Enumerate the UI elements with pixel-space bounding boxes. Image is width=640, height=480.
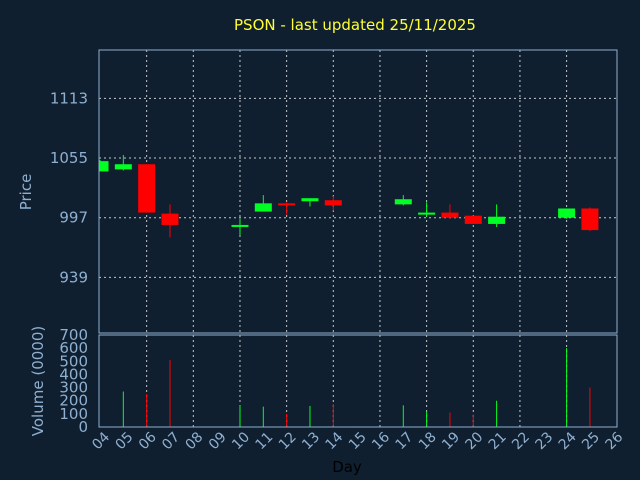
volume-tick-label: 100 [59,405,88,423]
candle-body [161,213,179,225]
candle-body [324,200,342,206]
volume-tick-label: 400 [59,365,88,383]
x-tick-label: 18 [416,429,440,453]
volume-tick-label: 600 [59,339,88,357]
x-tick-label: 10 [229,429,253,453]
candles [99,154,599,238]
candle-body [394,199,412,205]
candle-body [418,212,436,215]
x-tick-label: 22 [509,429,533,453]
x-tick-label: 14 [323,429,347,453]
x-tick-label: 19 [439,429,463,453]
candle-body [231,224,249,227]
x-tick-label: 13 [299,429,323,453]
x-tick-label: 15 [346,429,370,453]
x-tick-label: 23 [532,429,556,453]
candle-body [441,212,459,218]
volume-tick-label: 200 [59,392,88,410]
volume-panel-frame [98,334,618,428]
price-axis-label: Price [17,174,35,211]
x-tick-label: 06 [136,429,160,453]
x-tick-label: 24 [556,429,580,453]
candle-body [278,203,296,206]
x-tick-label: 26 [602,429,626,453]
volume-tick-label: 0 [78,418,88,436]
x-tick-label: 16 [369,429,393,453]
price-panel-frame [98,49,618,334]
price-y-ticks: 939 997 1055 1113 [50,89,88,286]
candle-body [138,164,156,213]
candle-body [100,161,109,172]
volume-grid [146,335,568,427]
price-tick-label: 1055 [50,149,88,167]
candle-body [254,203,272,212]
x-tick-label: 20 [462,429,486,453]
x-tick-label: 04 [89,429,113,453]
candle-body [114,164,132,170]
price-grid [99,50,617,333]
price-tick-label: 997 [59,209,88,227]
volume-tick-label: 300 [59,379,88,397]
candle-body [488,216,506,224]
candle-body [464,215,482,224]
x-tick-label: 07 [159,429,183,453]
x-tick-label: 08 [183,429,207,453]
x-tick-label: 17 [393,429,417,453]
volume-axis-label: Volume (0000) [29,326,47,436]
x-tick-label: 25 [579,429,603,453]
candle-body [581,208,599,231]
x-axis-label: Day [332,458,362,476]
x-tick-label: 05 [113,429,137,453]
x-tick-label: 09 [206,429,230,453]
x-ticks: 04 05 06 07 08 09 10 11 12 13 14 15 16 17 18 19 20 21 22 23… [89,429,626,453]
volume-bars [122,348,591,427]
candle-body [301,198,319,202]
price-tick-label: 1113 [50,89,88,107]
x-tick-label: 12 [276,429,300,453]
x-tick-label: 21 [486,429,510,453]
volume-tick-label: 700 [59,326,88,344]
price-tick-label: 939 [59,268,88,286]
volume-tick-label: 500 [59,352,88,370]
x-tick-label: 11 [253,429,277,453]
chart-title: PSON - last updated 25/11/2025 [234,16,476,34]
candle-body [558,208,576,218]
